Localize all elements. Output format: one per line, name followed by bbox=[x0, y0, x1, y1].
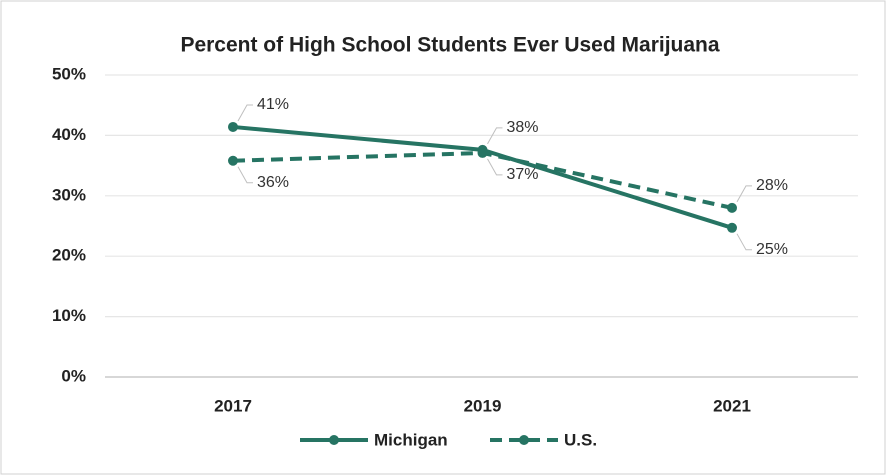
data-label: 36% bbox=[257, 174, 289, 191]
legend-label: Michigan bbox=[374, 430, 448, 449]
data-label: 41% bbox=[257, 96, 289, 113]
point bbox=[228, 121, 238, 132]
leader-line bbox=[736, 233, 752, 251]
y-tick-label: 10% bbox=[52, 306, 86, 325]
x-tick-label: 2017 bbox=[214, 396, 252, 415]
y-tick-label: 50% bbox=[52, 64, 86, 83]
point bbox=[727, 202, 737, 213]
legend-label: U.S. bbox=[564, 430, 597, 449]
legend-marker bbox=[519, 435, 529, 445]
chart-title: Percent of High School Students Ever Use… bbox=[180, 34, 719, 57]
leader-line bbox=[487, 127, 503, 145]
data-label: 28% bbox=[756, 177, 788, 194]
y-tick-label: 0% bbox=[61, 366, 86, 385]
y-tick-label: 30% bbox=[52, 185, 86, 204]
y-tick-label: 40% bbox=[52, 125, 86, 144]
y-tick-label: 20% bbox=[52, 246, 86, 265]
point bbox=[477, 147, 488, 158]
legend-marker bbox=[329, 435, 339, 445]
data-label: 25% bbox=[756, 241, 788, 258]
leader-line bbox=[736, 185, 752, 203]
leader-line bbox=[237, 104, 253, 122]
data-label: 37% bbox=[507, 166, 539, 183]
point bbox=[228, 155, 238, 166]
data-label: 38% bbox=[507, 119, 539, 136]
x-tick-label: 2021 bbox=[713, 396, 751, 415]
leader-line bbox=[237, 166, 253, 184]
point bbox=[727, 222, 737, 233]
x-tick-label: 2019 bbox=[464, 396, 502, 415]
leader-line bbox=[487, 158, 503, 176]
